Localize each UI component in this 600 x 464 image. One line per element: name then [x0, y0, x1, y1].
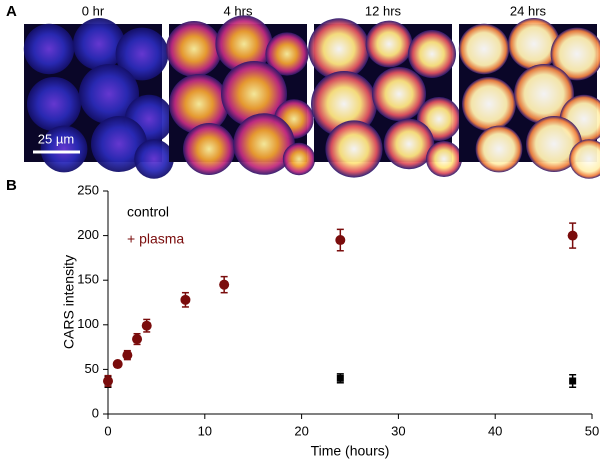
data-point	[219, 279, 230, 290]
cell	[40, 125, 88, 173]
cell	[526, 116, 582, 172]
cell	[514, 64, 574, 124]
cell	[265, 32, 309, 76]
panel-label: A	[6, 3, 17, 20]
legend-label: + plasma	[127, 231, 184, 247]
cell	[408, 30, 456, 78]
cell	[308, 18, 370, 80]
cell	[91, 116, 147, 172]
x-tick-label: 30	[391, 423, 405, 438]
cell	[458, 23, 510, 75]
cell	[169, 74, 229, 134]
data-point	[141, 320, 152, 331]
cell	[569, 139, 600, 179]
cell	[365, 20, 413, 68]
legend-label: control	[127, 204, 169, 220]
cell	[462, 77, 516, 131]
data-point	[122, 350, 133, 361]
cell	[134, 139, 174, 179]
x-tick-label: 50	[585, 423, 599, 438]
cell	[475, 125, 523, 173]
x-tick-label: 0	[104, 423, 111, 438]
cell	[383, 118, 435, 170]
y-tick-label: 50	[85, 361, 99, 376]
cell	[166, 21, 222, 77]
cell	[73, 18, 125, 70]
micrographs	[23, 15, 600, 179]
x-tick-label: 40	[488, 423, 502, 438]
cell	[79, 64, 139, 124]
y-tick-label: 250	[77, 182, 99, 197]
y-tick-label: 100	[77, 316, 99, 331]
y-axis-label: CARS intensity	[61, 255, 77, 349]
x-tick-label: 10	[198, 423, 212, 438]
y-tick-label: 200	[77, 227, 99, 242]
scale-bar-label: 25 µm	[38, 131, 74, 146]
data-point	[335, 235, 346, 246]
data-point	[103, 375, 113, 386]
data-point	[180, 294, 191, 305]
cell	[372, 67, 426, 121]
y-tick-label: 0	[92, 405, 99, 420]
data-point	[132, 334, 143, 345]
cell	[311, 71, 377, 137]
cell	[115, 27, 169, 81]
data-point	[569, 377, 577, 385]
data-point	[336, 374, 344, 382]
image-label: 4 hrs	[224, 3, 253, 18]
cell	[325, 120, 383, 178]
x-tick-label: 20	[294, 423, 308, 438]
cell	[27, 77, 81, 131]
image-label: 0 hr	[82, 3, 105, 18]
cell	[221, 61, 287, 127]
panel-label: B	[6, 177, 17, 194]
cell	[550, 27, 600, 81]
cell	[508, 18, 560, 70]
cell	[282, 142, 316, 176]
cell	[215, 15, 273, 73]
cell	[426, 141, 462, 177]
x-axis-label: Time (hours)	[311, 443, 390, 459]
data-point	[567, 230, 578, 241]
cell	[183, 123, 235, 175]
image-label: 24 hrs	[510, 3, 547, 18]
cell	[23, 23, 75, 75]
image-label: 12 hrs	[365, 3, 402, 18]
y-tick-label: 150	[77, 272, 99, 287]
cell	[233, 113, 295, 175]
data-point	[112, 359, 123, 370]
